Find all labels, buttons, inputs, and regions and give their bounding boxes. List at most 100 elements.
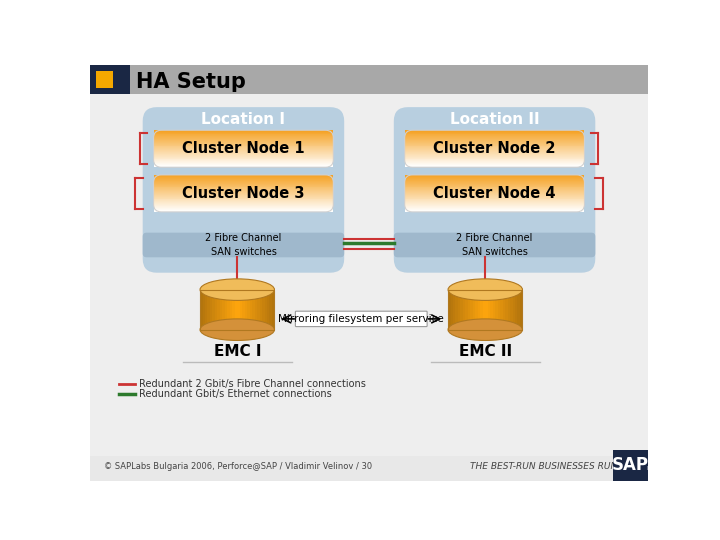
Bar [264,289,267,330]
Bar [405,208,585,209]
Bar [153,200,333,202]
Bar [153,140,333,141]
Bar [405,159,585,161]
Bar [153,179,333,180]
Bar [500,289,503,330]
Bar [207,289,210,330]
Bar [250,289,253,330]
Text: Mirroring filesystem per service: Mirroring filesystem per service [279,314,444,324]
FancyBboxPatch shape [613,450,648,481]
Bar [405,184,585,185]
Bar [153,154,333,155]
Bar [405,201,585,202]
Bar [153,166,333,167]
Bar [153,206,333,207]
Text: Location II: Location II [450,112,539,127]
Bar [405,204,585,205]
Bar [405,207,585,208]
Bar [448,289,523,330]
Bar [153,142,333,143]
Bar [405,158,585,159]
Bar [405,180,585,181]
Bar [153,153,333,154]
Bar [405,205,585,206]
Bar [405,143,585,144]
FancyBboxPatch shape [90,456,648,481]
Bar [153,190,333,191]
Bar [153,131,333,132]
Bar [470,289,473,330]
Bar [405,164,585,165]
Bar [153,151,333,152]
Bar [153,205,333,206]
Text: Cluster Node 4: Cluster Node 4 [433,186,556,201]
Bar [153,201,333,202]
Bar [153,158,333,159]
Bar [200,289,274,330]
Bar [153,136,333,137]
Bar [405,132,585,133]
Bar [405,203,585,205]
FancyBboxPatch shape [90,65,648,94]
Ellipse shape [448,279,523,300]
Bar [153,198,333,199]
Bar [210,289,213,330]
Bar [153,165,333,166]
Bar [405,154,585,155]
Bar [153,211,333,212]
Bar [473,289,476,330]
Bar [405,210,585,211]
Bar [405,142,585,143]
Bar [405,197,585,198]
Bar [405,148,585,150]
Bar [405,200,585,202]
Bar [245,289,248,330]
Bar [483,289,485,330]
Bar [153,197,333,198]
Bar [463,289,466,330]
Bar [153,136,333,138]
Text: Redundant 2 Gbit/s Fibre Channel connections: Redundant 2 Gbit/s Fibre Channel connect… [139,379,366,389]
Bar [153,185,333,186]
Bar [515,289,518,330]
Bar [405,179,585,180]
Bar [405,191,585,192]
Bar [490,289,493,330]
Bar [153,190,333,192]
Bar [405,165,585,166]
Bar [153,150,333,152]
Bar [405,155,585,156]
Bar [153,180,333,181]
Bar [153,177,333,179]
Bar [405,130,585,131]
Text: ®: ® [646,467,653,473]
Bar [262,289,265,330]
Bar [153,207,333,208]
Text: Cluster Node 2: Cluster Node 2 [433,141,556,156]
Bar [247,289,250,330]
Bar [405,176,585,177]
Bar [405,183,585,184]
Bar [153,199,333,200]
Bar [153,184,333,185]
Bar [153,174,333,176]
FancyBboxPatch shape [143,107,344,273]
Bar [153,146,333,147]
Bar [405,199,585,200]
Bar [487,289,490,330]
Text: 2 Fibre Channel
SAN switches: 2 Fibre Channel SAN switches [205,233,282,256]
Bar [405,144,585,145]
FancyBboxPatch shape [90,65,130,94]
Bar [153,130,333,131]
Bar [485,289,488,330]
Bar [405,196,585,197]
Bar [153,178,333,179]
Bar [405,140,585,141]
Bar [405,133,585,134]
Bar [153,177,333,178]
Bar [215,289,217,330]
Bar [405,186,585,188]
Bar [405,182,585,183]
Bar [153,156,333,157]
Text: THE BEST-RUN BUSINESSES RUN SAP™: THE BEST-RUN BUSINESSES RUN SAP™ [469,462,646,471]
